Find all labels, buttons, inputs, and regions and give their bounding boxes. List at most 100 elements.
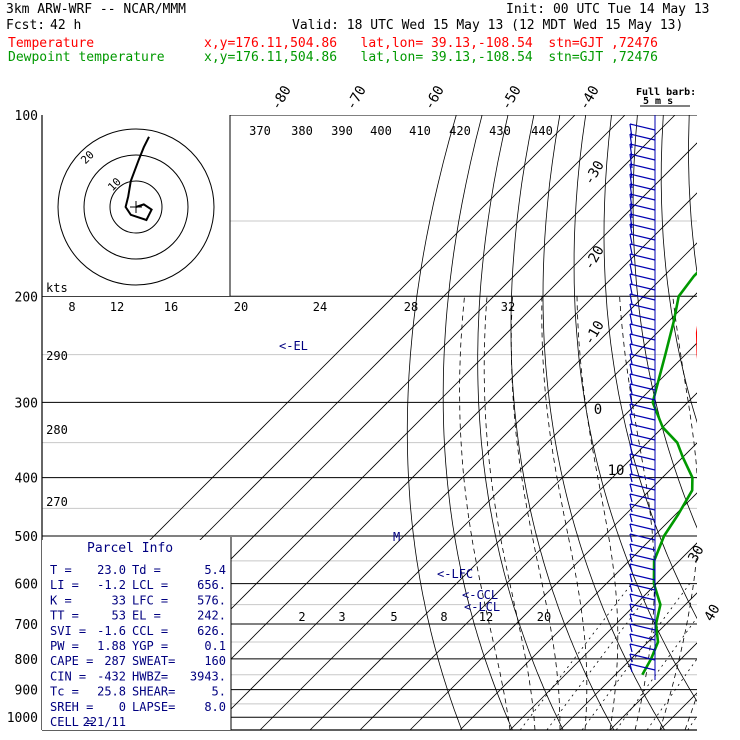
parcel-info-value: 242. [197,609,226,623]
pressure-tick-label: 200 [15,290,38,305]
theta-label: 370 [249,124,271,138]
wind-barb [629,443,656,451]
parcel-info-key: CAPE = [50,654,93,668]
parcel-info-key: CELL = [50,715,93,729]
parcel-info-key: SWEAT= [132,654,175,668]
parcel-info-key: K = [50,593,72,607]
theta-label: 440 [531,124,553,138]
wind-barb [629,603,656,611]
wind-barb [629,123,656,131]
isotherm-label: 40 [701,602,723,625]
parcel-info-value: 5.4 [204,563,226,577]
wind-barb [629,163,633,179]
dry-adiabat-line [406,115,463,730]
wind-barb [629,513,656,521]
isotherm-label: -80 [268,83,295,113]
isotherm-line [159,192,697,730]
parcel-info-box [42,540,231,730]
wind-barb [629,223,633,235]
isotherm-line [409,442,697,730]
pressure-tick-label: 100 [15,109,38,124]
wind-barb [629,363,633,375]
wind-barb [629,523,656,531]
parcel-info-value: -432 [97,669,126,683]
wind-barb [629,463,633,475]
wind-barb [629,333,656,341]
mixing-ratio-label: 20 [537,610,551,624]
full-barb-value: 5 m s [643,96,673,107]
pressure-tick-label: 300 [15,396,38,411]
hodograph-unit-label: kts [46,281,68,295]
full-barb-label: Full barb: [636,87,696,98]
wind-barb [629,133,633,149]
wind-barb [629,283,633,295]
wind-barb [629,553,656,561]
dry-adiabat-line [573,115,697,703]
moist-adiabat-line [541,296,588,730]
wind-barb [629,313,656,321]
hodograph-ring [57,128,215,286]
hodograph-rings [57,128,215,286]
wind-barb [629,183,633,199]
isotherm-line [359,392,697,730]
hodograph-speed-label: 28 [404,300,418,314]
wind-barb [629,503,633,513]
wind-barb [629,343,656,351]
wind-barb [629,203,656,211]
parcel-info-title: Parcel Info [87,541,173,556]
moist-adiabat-line [710,296,740,730]
wind-barb [629,573,633,583]
wind-barb [629,223,656,231]
parcel-info-value: 33 [112,593,126,607]
pressure-tick-label: 500 [15,530,38,545]
isotherm-line [259,292,697,730]
wind-barb [629,403,656,411]
wind-barb [629,153,656,161]
wind-barb [629,273,656,281]
parcel-info-key: CCL = [132,624,168,638]
wind-barb [629,613,656,621]
wind-barb [629,533,633,543]
wind-barb [629,543,633,553]
pressure-tick-label: 800 [15,653,38,668]
isotherm-label: 0 [594,402,602,418]
isotherm-label: 10 [608,463,625,479]
dry-adiabat-line [477,115,564,730]
parcel-info-value: 0.1 [204,639,226,653]
wind-barb [629,293,633,305]
wind-barb [629,593,633,603]
wind-barb [629,133,656,141]
pressure-tick-label: 600 [15,578,38,593]
parcel-info-key: SHEAR= [132,685,175,699]
dry-adiabat-line [632,115,697,529]
wind-barb [629,643,633,653]
isotherm-line [459,492,697,730]
wind-barb [629,423,656,431]
isotherm-label: 30 [685,543,707,566]
parcel-info-value: 23.0 [97,563,126,577]
parcel-info-key: LI = [50,578,79,592]
wind-barb [629,203,633,219]
isotherm-label: -60 [421,83,448,113]
parcel-info-value: 53 [112,609,126,623]
isotherm-label: -50 [498,83,525,113]
theta-label: 390 [331,124,353,138]
wind-barb [629,383,633,395]
wind-barb [629,643,656,651]
parcel-info-value: 5. [212,685,226,699]
temperature-profile-line [695,325,697,359]
parcel-info-value: 221/11 [83,715,126,729]
hodograph-ring [109,180,163,234]
parcel-info-value: 576. [197,593,226,607]
theta-label: 290 [46,349,68,363]
parcel-info-value: -1.2 [97,578,126,592]
wind-barb [629,253,633,265]
pressure-tick-label: 900 [15,684,38,699]
temperature-location-info: x,y=176.11,504.86 lat,lon= 39.13,-108.54… [204,36,658,51]
wind-barb [629,453,656,461]
wind-barb [629,573,656,581]
wind-barb [629,243,633,255]
wind-barb [629,303,633,315]
theta-label: 420 [449,124,471,138]
